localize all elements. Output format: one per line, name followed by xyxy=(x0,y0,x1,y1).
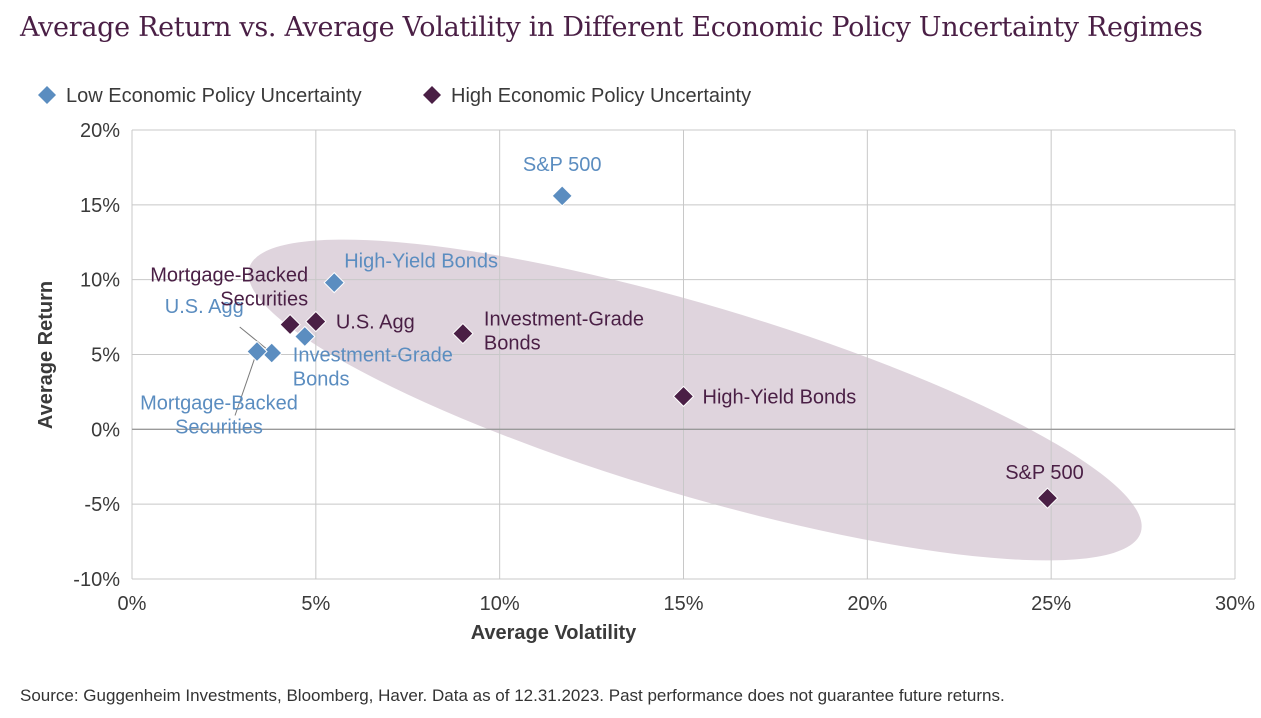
y-tick-label: 15% xyxy=(80,195,120,217)
y-tick-label: 5% xyxy=(91,345,120,367)
cluster-ellipse xyxy=(248,239,1142,561)
point-labels: S&P 500 High-Yield Bonds U.S. Agg Investmen… xyxy=(140,154,1084,484)
y-tick-label: 0% xyxy=(91,419,120,441)
legend-marker xyxy=(38,86,56,104)
x-tick-label: 5% xyxy=(301,593,330,615)
y-tick-label: -10% xyxy=(73,569,120,591)
point-label: Mortgage-Backed Securities xyxy=(140,393,298,439)
low-uncertainty-point xyxy=(294,325,316,348)
point-label: High-Yield Bonds xyxy=(344,251,498,273)
low-uncertainty-point xyxy=(246,340,268,363)
point-label: Mortgage-Backed Securities xyxy=(150,265,308,311)
high-uncertainty-point xyxy=(1036,487,1059,509)
chart-title: Average Return vs. Average Volatility in… xyxy=(20,12,1203,43)
axis-titles: Average Volatility Average Return xyxy=(35,281,637,644)
y-tick-label: 20% xyxy=(80,120,120,142)
point-label: U.S. Agg xyxy=(165,296,244,318)
x-tick-label: 0% xyxy=(118,593,147,615)
legend-marker xyxy=(423,86,441,104)
x-tick-label: 15% xyxy=(663,593,703,615)
point-label: U.S. Agg xyxy=(336,312,415,334)
x-axis-title: Average Volatility xyxy=(471,622,637,644)
y-axis-title: Average Return xyxy=(35,281,57,429)
high-uncertainty-point xyxy=(452,322,474,345)
high-uncertainty-cluster-ellipse xyxy=(248,239,1142,561)
high-uncertainty-point xyxy=(279,313,301,336)
low-uncertainty-point xyxy=(323,271,345,294)
source-note: Source: Guggenheim Investments, Bloomber… xyxy=(20,686,1005,705)
y-tick-label: -5% xyxy=(84,494,120,516)
x-tick-label: 25% xyxy=(1031,593,1071,615)
data-points xyxy=(246,185,1059,509)
axis-ticks: 0% 5% 10% 15% 20% 25% 30% -10% -5% 0% 5% 10% 15% 20% xyxy=(73,120,1255,615)
legend-label: Low Economic Policy Uncertainty xyxy=(66,85,362,107)
x-tick-label: 20% xyxy=(847,593,887,615)
point-label: High-Yield Bonds xyxy=(703,386,857,408)
legend-label: High Economic Policy Uncertainty xyxy=(451,85,751,107)
leader-line xyxy=(234,351,258,416)
legend: Low Economic Policy Uncertainty High Econ… xyxy=(38,85,751,107)
grid-lines xyxy=(131,129,1236,580)
high-uncertainty-point xyxy=(672,385,695,408)
x-tick-label: 10% xyxy=(480,593,520,615)
point-label: Investment-Grade Bonds xyxy=(293,345,453,391)
point-label: Investment-Grade Bonds xyxy=(484,309,644,355)
point-label: S&P 500 xyxy=(1005,462,1084,484)
x-tick-label: 30% xyxy=(1215,593,1255,615)
high-uncertainty-point xyxy=(305,310,327,333)
low-uncertainty-point xyxy=(551,185,573,207)
y-tick-label: 10% xyxy=(80,270,120,292)
point-label: S&P 500 xyxy=(523,154,602,176)
